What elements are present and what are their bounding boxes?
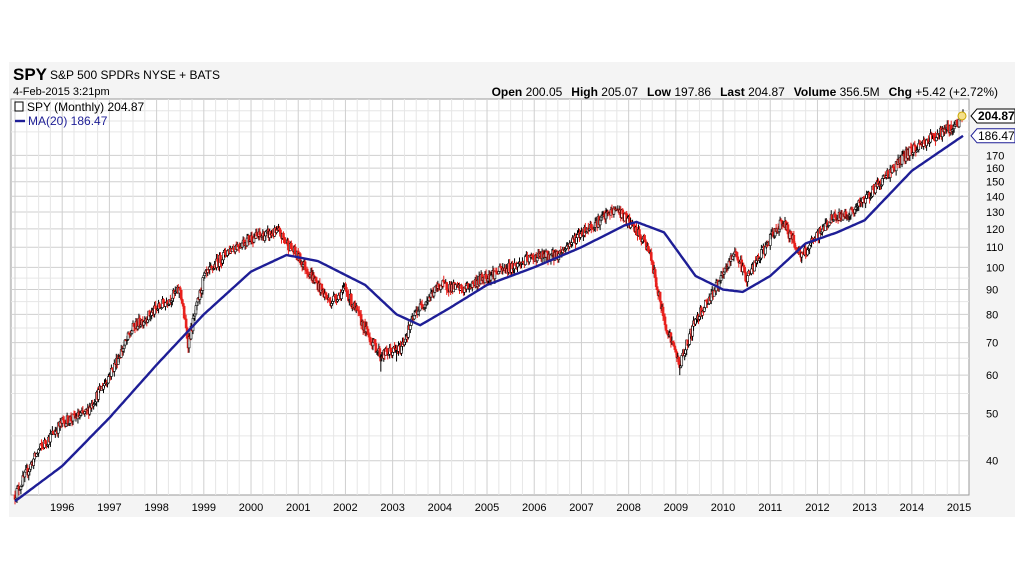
security-name: S&P 500 SPDRs NYSE + BATS: [50, 68, 220, 82]
x-tick-label: 2007: [569, 502, 593, 514]
x-tick-label: 2011: [758, 502, 782, 514]
candle-body: [516, 263, 519, 268]
stat-value-open: 200.05: [522, 85, 563, 99]
ticker-symbol: SPY: [13, 65, 48, 84]
y-tick-label: 70: [986, 338, 998, 350]
y-tick-label: 160: [986, 163, 1004, 175]
candle-body: [107, 376, 110, 384]
y-tick-label: 80: [986, 309, 998, 321]
chart-date: 4-Feb-2015 3:21pm: [13, 86, 110, 98]
y-tick-label: 50: [986, 409, 998, 421]
stat-value-high: 205.07: [597, 85, 639, 99]
x-tick-label: 1997: [97, 502, 121, 514]
stat-label-volume: Volume: [793, 85, 837, 99]
candle-body: [23, 471, 27, 478]
candle-body: [409, 325, 412, 330]
candle-legend-icon: [14, 101, 24, 112]
stat-label-last: Last: [720, 85, 745, 99]
candle-body: [49, 433, 52, 443]
x-tick-label: 2013: [852, 502, 876, 514]
y-tick-label: 140: [986, 191, 1004, 203]
x-tick-label: 2008: [616, 502, 640, 514]
stat-value-low: 197.86: [671, 85, 712, 99]
y-tick-label: 150: [986, 177, 1004, 189]
price-tag: [970, 108, 1015, 124]
x-tick-label: 1999: [192, 502, 216, 514]
x-tick-label: 2005: [475, 502, 499, 514]
candle-body: [303, 261, 307, 271]
price-stats: Open 200.05 High 205.07 Low 197.86 Last 204…: [492, 85, 1007, 99]
candle-body: [365, 326, 369, 330]
stat-value-last: 204.87: [744, 85, 785, 99]
candle-body: [368, 336, 372, 343]
candle-body: [658, 291, 662, 302]
legend-price: SPY (Monthly) 204.87: [27, 100, 145, 114]
legend-ma: MA(20) 186.47: [28, 114, 108, 128]
stat-label-high: High: [571, 85, 598, 99]
x-tick-label: 1996: [50, 502, 74, 514]
stat-label-open: Open: [491, 85, 523, 99]
y-tick-label: 130: [986, 207, 1004, 219]
candle-body: [154, 305, 157, 309]
ma-tag-label: 186.47: [978, 129, 1015, 143]
candle-body: [746, 275, 749, 283]
y-tick-label: 170: [986, 150, 1004, 162]
x-tick-label: 2003: [380, 502, 404, 514]
y-tick-label: 100: [986, 262, 1004, 274]
stat-value-volume: 356.5M: [836, 85, 880, 99]
candle-body: [864, 198, 867, 204]
x-tick-label: 2009: [664, 502, 688, 514]
x-tick-label: 2006: [522, 502, 546, 514]
x-tick-label: 2012: [805, 502, 829, 514]
y-tick-label: 60: [986, 370, 998, 382]
x-tick-label: 2000: [239, 502, 263, 514]
ma-line: [14, 134, 964, 503]
last-price-marker: [957, 111, 967, 121]
price-tag-label: 204.87: [978, 109, 1015, 123]
x-tick-label: 1998: [144, 502, 168, 514]
candle-body: [900, 154, 904, 165]
stat-value-chg: +5.42 (+2.72%): [911, 85, 998, 99]
x-tick-label: 2015: [947, 502, 971, 514]
x-tick-label: 2004: [428, 502, 452, 514]
x-tick-label: 2001: [286, 502, 310, 514]
candle-body: [664, 324, 668, 331]
chart-frame: SPY S&P 500 SPDRs NYSE + BATS 4-Feb-2015…: [9, 62, 1015, 517]
x-tick-label: 2014: [900, 502, 924, 514]
x-tick-label: 2002: [333, 502, 357, 514]
stat-label-chg: Chg: [888, 85, 912, 99]
stat-label-low: Low: [647, 85, 672, 99]
y-tick-label: 110: [986, 242, 1004, 254]
candle-body: [663, 316, 667, 326]
y-tick-label: 40: [986, 456, 998, 468]
candle-body: [355, 306, 359, 310]
candle-body: [649, 252, 653, 261]
y-tick-label: 120: [986, 224, 1004, 236]
candle-body: [644, 239, 647, 243]
x-tick-label: 2010: [711, 502, 735, 514]
y-tick-label: 90: [986, 285, 998, 297]
ma-tag: [970, 128, 1015, 144]
